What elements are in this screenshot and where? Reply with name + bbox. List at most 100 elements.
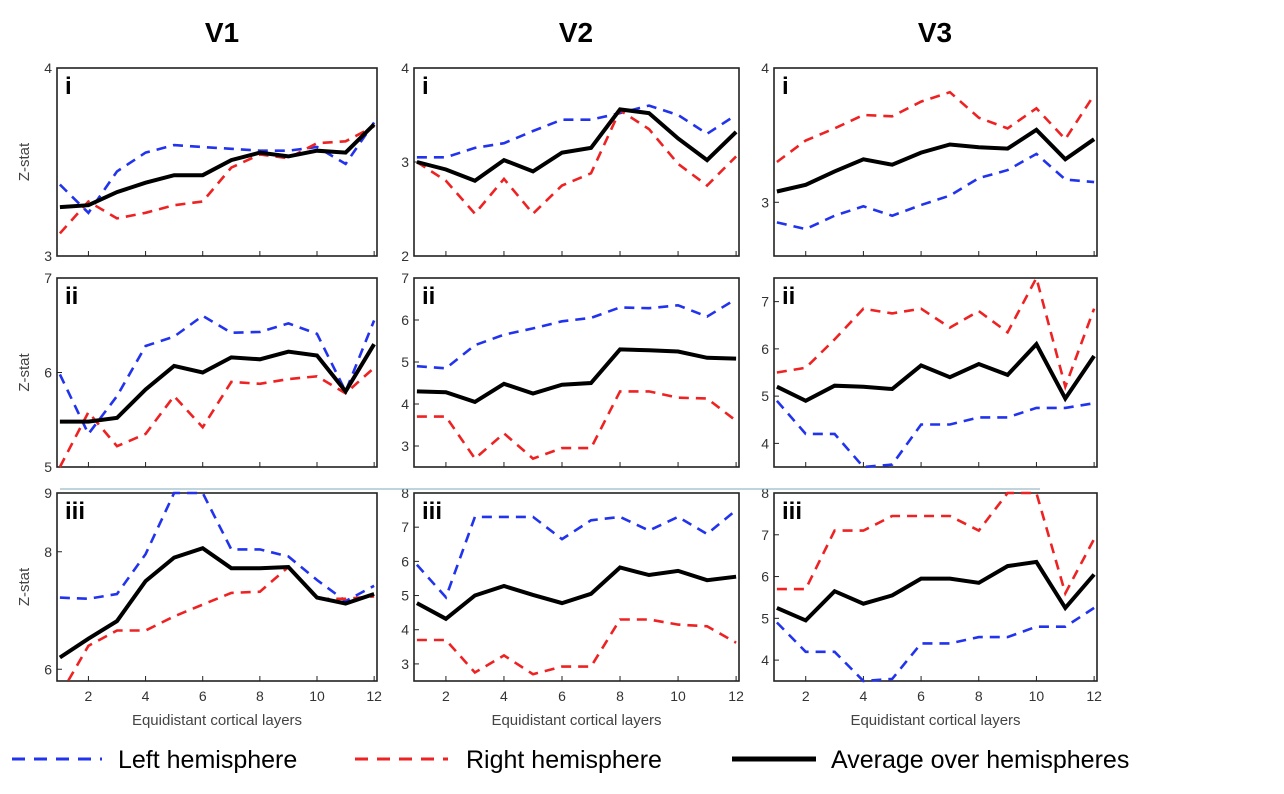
x-axis-label: Equidistant cortical layers [850, 712, 1020, 729]
y-tick-label: 6 [761, 569, 769, 585]
plot-frame [413, 67, 740, 257]
panel-v2-i: 2 3 4i [401, 60, 740, 264]
panel-label: ii [65, 283, 78, 310]
panel-label: iii [782, 498, 802, 525]
series-left-hemisphere [776, 152, 1095, 231]
series-left-hemisphere [416, 104, 737, 159]
series-average-over-hemispheres [59, 343, 376, 424]
y-tick-label: 3 [401, 438, 409, 454]
x-axis-label: Equidistant cortical layers [132, 712, 302, 729]
x-tick-label: 2 [85, 688, 93, 704]
x-tick-label: 4 [860, 688, 868, 704]
y-tick-label: 7 [44, 270, 52, 286]
y-axis-label: Z-stat [16, 353, 33, 392]
y-axis-label: Z-stat [16, 142, 33, 181]
series-average-over-hemispheres [416, 347, 737, 405]
plot-frame [56, 67, 378, 257]
series-right-hemisphere [776, 276, 1096, 392]
x-tick-label: 8 [616, 688, 624, 704]
legend-label: Left hemisphere [118, 746, 297, 774]
plot-frame [56, 277, 378, 468]
series-average-over-hemispheres [416, 107, 738, 184]
series-average-over-hemispheres [776, 559, 1096, 623]
y-tick-label: 7 [761, 527, 769, 543]
series-left-hemisphere [775, 399, 1095, 469]
plot-frame [773, 492, 1098, 682]
y-tick-label: 5 [401, 354, 409, 370]
y-tick-label: 3 [401, 656, 409, 672]
series-right-hemisphere [416, 108, 738, 216]
x-tick-label: 6 [558, 688, 566, 704]
x-axis-label: Equidistant cortical layers [491, 712, 661, 729]
panel-v3-i: 3 4i [761, 60, 1098, 257]
column-title-v1: V1 [205, 17, 239, 48]
x-tick-label: 12 [728, 688, 744, 704]
panel-v1-i: 3 4 Z-stat i [16, 60, 378, 264]
panel-label: i [65, 73, 72, 100]
series-group [775, 491, 1096, 683]
y-tick-label: 4 [401, 622, 409, 638]
y-tick-label: 9 [44, 485, 52, 501]
y-tick-label: 5 [44, 459, 52, 475]
series-right-hemisphere [58, 125, 375, 235]
plot-frame [56, 492, 378, 682]
series-left-hemisphere [416, 297, 737, 370]
x-tick-label: 8 [975, 688, 983, 704]
series-average-over-hemispheres [58, 545, 375, 660]
series-average-over-hemispheres [59, 122, 376, 210]
y-tick-label: 4 [401, 396, 409, 412]
panel-label: ii [422, 283, 435, 310]
series-group [775, 276, 1096, 469]
x-tick-label: 2 [802, 688, 810, 704]
series-group [416, 104, 738, 216]
y-tick-label: 5 [761, 388, 769, 404]
panel-v2-iii: 3 4 5 6 7 8 2 4 6 8 10 12 Equidistant cortical layer… [401, 485, 744, 729]
series-average-over-hemispheres [776, 340, 1096, 404]
panel-label: iii [422, 498, 442, 525]
y-tick-label: 5 [761, 610, 769, 626]
series-left-hemisphere [415, 509, 737, 600]
legend-label: Right hemisphere [466, 746, 662, 774]
legend: Left hemisphere Right hemisphere Average o… [12, 746, 1129, 774]
series-group [415, 509, 737, 676]
x-tick-label: 4 [500, 688, 508, 704]
panel-v2-ii: 3 4 5 6 7 ii [401, 270, 740, 468]
series-right-hemisphere [416, 390, 737, 461]
column-titles: V1 V2 V3 [205, 17, 952, 48]
y-tick-label: 8 [44, 544, 52, 560]
x-tick-label: 6 [199, 688, 207, 704]
y-tick-label: 4 [44, 60, 52, 76]
series-average-over-hemispheres [776, 127, 1096, 194]
series-group [58, 314, 376, 468]
x-tick-label: 8 [256, 688, 264, 704]
y-tick-label: 3 [401, 154, 409, 170]
x-tick-label: 10 [309, 688, 325, 704]
x-tick-label: 10 [670, 688, 686, 704]
panel-label: i [782, 73, 789, 100]
y-tick-label: 7 [401, 270, 409, 286]
y-tick-label: 4 [761, 435, 769, 451]
series-left-hemisphere [775, 606, 1095, 683]
series-group [58, 491, 375, 683]
series-average-over-hemispheres [415, 565, 737, 622]
x-tick-label: 4 [142, 688, 150, 704]
series-group [58, 121, 376, 235]
y-axis-label: Z-stat [16, 567, 33, 606]
y-tick-label: 4 [401, 60, 409, 76]
legend-item-left: Left hemisphere [12, 746, 297, 774]
panel-v3-iii: 4 5 6 7 8 2 4 6 8 10 12 Equidistant cortical layers… [761, 485, 1102, 729]
y-tick-label: 7 [761, 294, 769, 310]
column-title-v3: V3 [918, 17, 952, 48]
legend-label: Average over hemispheres [831, 746, 1129, 774]
y-tick-label: 6 [401, 312, 409, 328]
y-tick-label: 3 [44, 248, 52, 264]
panel-v1-iii: 6 8 9 2 4 6 8 10 12 Z-stat Equidistant cortical la… [16, 485, 382, 729]
series-left-hemisphere [58, 314, 376, 437]
y-tick-label: 8 [401, 485, 409, 501]
x-tick-label: 10 [1029, 688, 1045, 704]
plot-frame [773, 67, 1098, 257]
legend-item-average: Average over hemispheres [732, 746, 1129, 774]
y-tick-label: 8 [761, 485, 769, 501]
